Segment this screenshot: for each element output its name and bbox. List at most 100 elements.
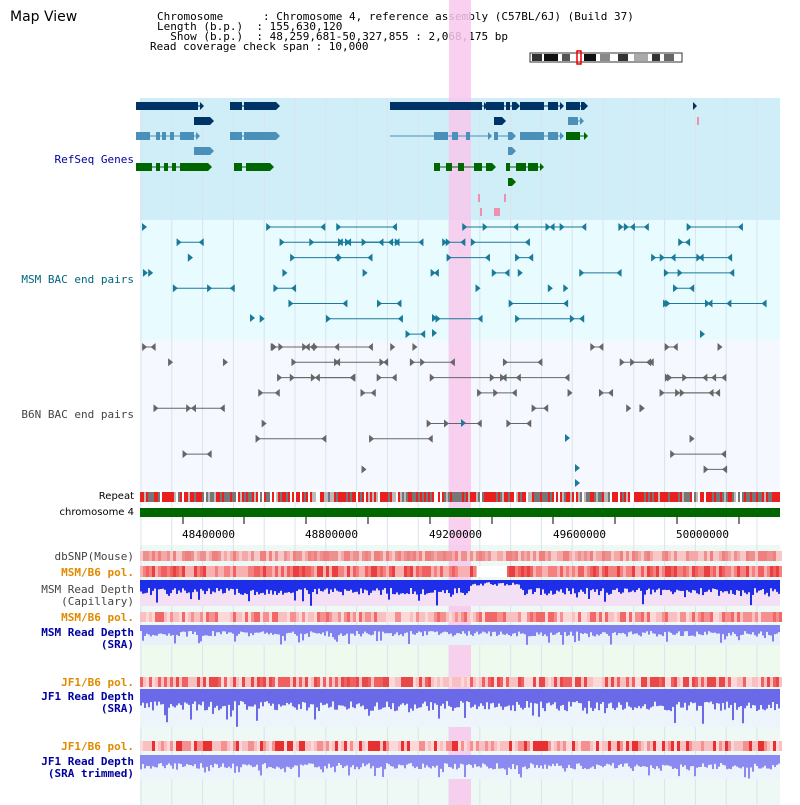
jf1-trim-bar — [632, 755, 634, 771]
bac-end-marker — [176, 238, 182, 247]
msm-cap-bar — [692, 580, 694, 590]
msm-pol-cell — [725, 612, 728, 622]
dbsnp-cell — [305, 551, 308, 561]
jf1-sra-bar — [402, 689, 404, 704]
dbsnp-cell — [620, 551, 623, 561]
msm-sra-bar — [676, 625, 678, 634]
msm-bac-label[interactable]: MSM BAC end pairs — [21, 273, 134, 286]
msm-pol-cell — [197, 612, 200, 622]
dbsnp-cell — [308, 551, 311, 561]
jf1-sra-bar — [298, 689, 300, 705]
msm-pol-cell — [755, 612, 758, 622]
msm-pol-cell — [257, 566, 260, 577]
msm-sra-bar — [606, 625, 608, 634]
repeat-bar — [700, 492, 702, 502]
jf1-sra-bar — [514, 689, 516, 712]
jf1-pol-cell — [254, 677, 257, 687]
msm-sra-bar — [384, 625, 386, 634]
msm-cap-bar — [456, 580, 458, 594]
jf1-pol-cell — [197, 741, 200, 751]
bac-end-marker — [673, 284, 679, 293]
msm-sra-bar — [708, 625, 710, 632]
msm-pol-cell — [566, 612, 569, 622]
refseq-genes-label[interactable]: RefSeq Genes — [54, 153, 134, 166]
msm-sra-bar — [516, 625, 518, 637]
msm-sra-bar — [542, 625, 544, 636]
bac-end-marker — [670, 253, 676, 262]
msm-cap-bar — [328, 580, 330, 594]
repeat-bar — [536, 492, 538, 502]
jf1-trim-bar — [762, 755, 764, 768]
msm-cap-bar — [494, 580, 496, 585]
gene-exon — [452, 132, 458, 140]
jf1-sra-bar — [392, 689, 394, 704]
repeat-bar — [664, 492, 666, 502]
msm-cap-bar — [706, 580, 708, 592]
msm-cap-bar — [254, 580, 256, 596]
bac-end-marker — [376, 373, 382, 382]
msm-cap-bar — [454, 580, 456, 589]
dbsnp-cell — [368, 551, 371, 561]
gene-arrow — [276, 102, 280, 110]
msm-cap-bar — [270, 580, 272, 591]
msm-sra-bar — [428, 625, 430, 632]
msm-cap-bar — [768, 580, 770, 597]
repeat-bar — [496, 492, 498, 502]
msm-cap-bar — [416, 580, 418, 595]
b6n-bac-label[interactable]: B6N BAC end pairs — [21, 408, 134, 421]
jf1-pol-cell — [503, 741, 506, 751]
msm-pol-cell — [293, 566, 296, 577]
jf1-sra-bar — [404, 689, 406, 706]
jf1-trim-bar — [252, 755, 254, 768]
msm-sra-bar — [462, 625, 464, 632]
jf1-pol-cell — [497, 741, 500, 751]
msm-pol-cell — [491, 612, 494, 622]
msm-cap-bar — [640, 580, 642, 591]
msm-pol-cell — [410, 566, 413, 577]
msm-cap-bar — [558, 580, 560, 592]
jf1-sra-bar — [176, 689, 178, 706]
jf1-pol-cell — [587, 677, 590, 687]
dbsnp-cell — [407, 551, 410, 561]
jf1-trim-bar — [644, 755, 646, 767]
msm-pol-cell — [377, 612, 380, 622]
jf1-pol-cell — [740, 741, 743, 751]
jf1-sra-bar — [730, 689, 732, 705]
msm-pol-cell — [404, 612, 407, 622]
jf1-pol-cell — [641, 741, 644, 751]
jf1-trim-bar — [702, 755, 704, 764]
jf1-sra-bar — [350, 689, 352, 702]
jf1-pol-cell — [779, 677, 782, 687]
jf1-sra-bar — [650, 689, 652, 708]
jf1-sra-bar — [710, 689, 712, 702]
dbsnp-cell — [596, 551, 599, 561]
bac-end-marker — [361, 465, 367, 474]
jf1-pol-cell — [434, 741, 437, 751]
jf1-pol-cell — [542, 677, 545, 687]
repeat-bar — [378, 492, 380, 502]
repeat-bar — [634, 492, 636, 502]
jf1-pol-cell — [377, 677, 380, 687]
jf1-trim-bar — [326, 755, 328, 769]
bac-end-marker — [449, 358, 455, 367]
jf1-trim-bar — [384, 755, 386, 770]
msm-sra-bar — [570, 625, 572, 632]
repeat-bar — [688, 492, 690, 502]
repeat-bar — [316, 492, 318, 502]
msm-pol-cell — [176, 566, 179, 577]
repeat-bar — [468, 492, 470, 502]
msm-pol-cell — [374, 566, 377, 577]
jf1-sra-bar — [340, 689, 342, 706]
repeat-bar — [298, 492, 300, 502]
jf1-pol-cell — [350, 677, 353, 687]
ideogram-band — [652, 54, 660, 61]
jf1-pol-cell — [755, 677, 758, 687]
msm-pol-cell — [767, 612, 770, 622]
bac-end-marker — [470, 238, 476, 247]
jf1-trim-bar — [680, 755, 682, 765]
jf1-sra-bar — [232, 689, 234, 711]
msm-sra-bar — [742, 625, 744, 635]
bac-end-marker — [325, 314, 331, 323]
jf1-pol-cell — [485, 741, 488, 751]
